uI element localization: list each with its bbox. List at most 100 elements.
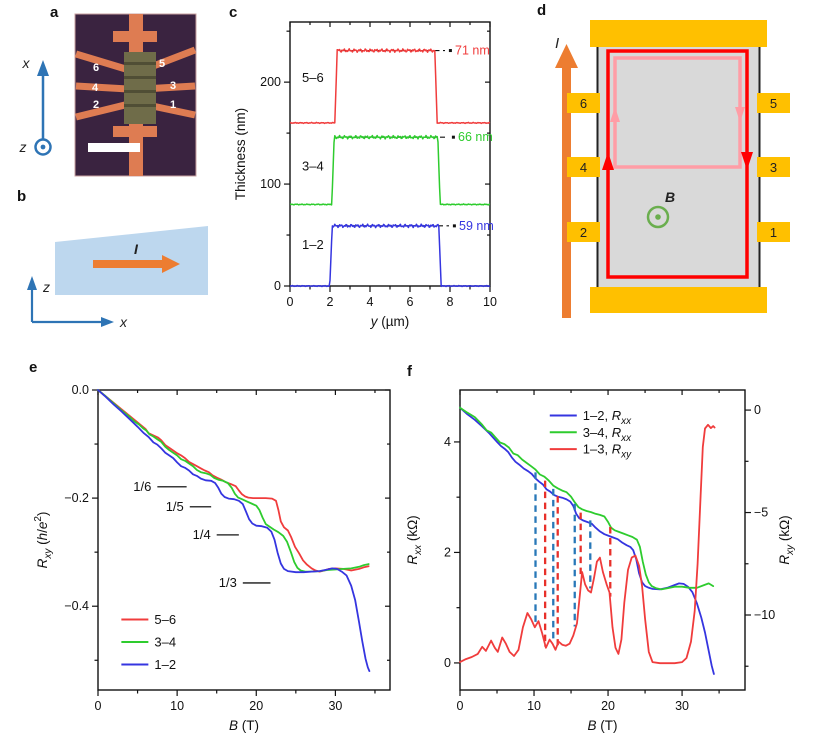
chart-f-ylabel: Rxx (kΩ) [405, 515, 424, 564]
a-z-axis-label: z [19, 139, 27, 155]
chart-f-frame [459, 389, 746, 691]
chart-e-axes: 0 10 20 30 0.0 −0.2 −0.4 [64, 383, 390, 713]
d-side-contacts: 6 4 2 5 3 1 [567, 93, 790, 242]
chart-c-thickness-label: 71 nm [455, 44, 490, 58]
svg-text:1–2, Rxx: 1–2, Rxx [583, 408, 632, 427]
chart-c-pair-label: 3–4 [302, 159, 324, 174]
d-contact-4: 4 [580, 160, 587, 175]
svg-text:3–4: 3–4 [154, 635, 176, 650]
panel-b-schematic: I z x [27, 226, 208, 330]
chart-f-series-1–3, Rxy [459, 423, 716, 665]
b-current-arrow-icon [93, 255, 180, 273]
panel-a-micrograph: x z 6 5 [19, 13, 197, 177]
svg-text:30: 30 [328, 699, 342, 713]
b-current-label: I [134, 241, 139, 257]
a-contact-4: 4 [92, 82, 99, 94]
d-current-label: I [555, 35, 559, 52]
chart-c-pair-label: 1–2 [302, 237, 324, 252]
chart-e-annotation: 1/5 [166, 499, 184, 514]
svg-text:0: 0 [287, 295, 294, 309]
svg-text:4: 4 [367, 295, 374, 309]
d-outer-loop-down-arrow-icon [741, 152, 753, 170]
chart-e-series [97, 389, 371, 673]
a-scale-bar [88, 143, 140, 152]
svg-text:3–4, Rxx: 3–4, Rxx [583, 425, 632, 444]
chart-c-ylabel: Thickness (nm) [233, 108, 248, 200]
chart-e-annotation: 1/4 [193, 527, 211, 542]
chart-c-pair-label: 5–6 [302, 70, 324, 85]
chart-f-series [459, 406, 716, 675]
chart-e: 0 10 20 30 0.0 −0.2 −0.4 B (T) Rxy (h/e2) 1/6 1/5 1… [33, 383, 391, 733]
chart-c-series: 71 nm 5–6 66 nm 3–4 59 nm 1–2 [289, 44, 494, 288]
panel-e-rxy-chart: 0 10 20 30 0.0 −0.2 −0.4 B (T) Rxy (h/e2) 1/6 1/5 1… [33, 383, 391, 733]
b-z-axis-label: z [42, 279, 50, 295]
a-photo: 6 5 4 3 2 1 [74, 13, 197, 177]
svg-text:2: 2 [327, 295, 334, 309]
svg-text:0.0: 0.0 [72, 383, 89, 397]
chart-c-series-1–2 [290, 223, 491, 288]
d-contact-3: 3 [770, 160, 777, 175]
svg-text:1–2: 1–2 [154, 657, 176, 672]
chart-e-series-3–4 [97, 389, 370, 573]
svg-text:−10: −10 [754, 608, 775, 622]
svg-text:0: 0 [444, 656, 451, 670]
a-x-arrow-icon [37, 60, 49, 76]
chart-e-legend: 5–6 3–4 1–2 [121, 612, 176, 672]
svg-text:−5: −5 [754, 506, 768, 520]
chart-f-series-3–4, Rxx [459, 406, 715, 591]
d-inner-loop-up-arrow-icon [610, 107, 620, 122]
chart-e-series-1–2 [97, 389, 371, 673]
svg-text:−0.2: −0.2 [64, 491, 89, 505]
a-contact-2: 2 [93, 99, 99, 111]
panel-e-label: e [29, 359, 38, 376]
chart-f-xlabel: B (T) [587, 718, 617, 733]
a-contact-6: 6 [93, 62, 99, 74]
d-contact-2: 2 [580, 225, 587, 240]
a-contact-3: 3 [170, 80, 176, 92]
b-z-arrow-icon [27, 276, 37, 290]
chart-f-axes: 0 10 20 30 0 2 4 0 −5 −10 [444, 390, 775, 713]
svg-text:4: 4 [444, 435, 451, 449]
svg-text:20: 20 [249, 699, 263, 713]
chart-e-ylabel: Rxy (h/e2) [33, 512, 54, 569]
svg-text:5–6: 5–6 [154, 612, 176, 627]
a-contact-5: 5 [159, 58, 165, 70]
chart-e-series-5–6 [97, 389, 370, 573]
d-contact-1: 1 [770, 225, 777, 240]
d-top-electrode [590, 20, 767, 47]
svg-text:200: 200 [260, 75, 281, 89]
d-field-label: B [665, 189, 675, 205]
d-contact-6: 6 [580, 96, 587, 111]
panel-d-label: d [537, 2, 547, 19]
svg-text:8: 8 [447, 295, 454, 309]
svg-text:1–3, Rxy: 1–3, Rxy [583, 442, 632, 461]
panel-d-schematic: I 6 4 2 5 3 1 [555, 20, 790, 318]
chart-f: 0 10 20 30 0 2 4 0 −5 −10 B (T) Rxx (kΩ) Rxy (kΩ) 1–2… [405, 389, 796, 733]
chart-e-annotation: 1/3 [219, 575, 237, 590]
d-contact-5: 5 [770, 96, 777, 111]
panel-f-label: f [407, 363, 412, 380]
chart-e-frame [97, 389, 391, 691]
svg-text:10: 10 [170, 699, 184, 713]
panel-c-label: c [229, 4, 238, 21]
svg-text:0: 0 [95, 699, 102, 713]
chart-c-thickness-label: 59 nm [459, 219, 494, 233]
svg-text:0: 0 [754, 403, 761, 417]
svg-text:0: 0 [457, 699, 464, 713]
chart-c-xlabel: y (µm) [370, 314, 410, 329]
svg-text:10: 10 [527, 699, 541, 713]
svg-text:6: 6 [407, 295, 414, 309]
a-x-axis-label: x [22, 55, 31, 71]
a-z-out-of-plane-icon [34, 138, 52, 156]
svg-text:−0.4: −0.4 [64, 599, 89, 613]
b-x-axis-label: x [119, 314, 128, 330]
svg-text:0: 0 [274, 279, 281, 293]
panel-b-label: b [17, 188, 27, 205]
b-axes [30, 288, 103, 324]
panel-f-rxx-rxy-chart: 0 10 20 30 0 2 4 0 −5 −10 B (T) Rxx (kΩ) Rxy (kΩ) 1–2… [405, 389, 796, 733]
chart-f-ylabel-right: Rxy (kΩ) [777, 515, 796, 564]
